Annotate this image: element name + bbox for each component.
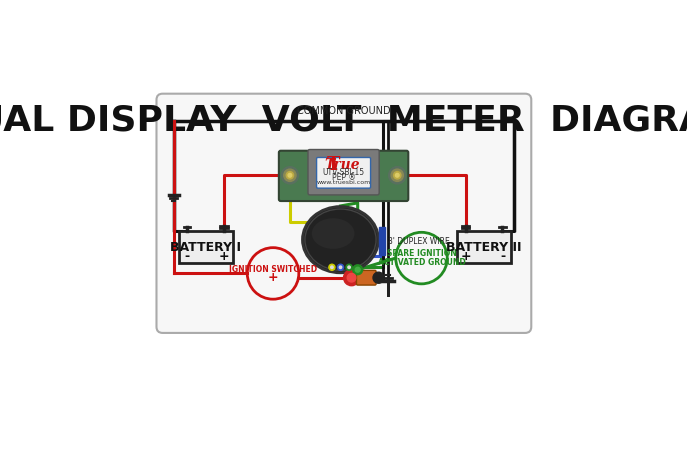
Circle shape	[373, 272, 384, 283]
Ellipse shape	[305, 209, 376, 270]
Circle shape	[329, 264, 335, 270]
Circle shape	[353, 265, 363, 275]
Text: True: True	[324, 158, 359, 172]
Text: BATTERY I: BATTERY I	[170, 241, 241, 253]
Circle shape	[281, 167, 298, 184]
Text: ACTIVATED GROUND: ACTIVATED GROUND	[378, 258, 465, 267]
Circle shape	[337, 264, 344, 270]
Text: UTV-SBI-15: UTV-SBI-15	[322, 169, 365, 177]
FancyBboxPatch shape	[308, 150, 379, 195]
FancyBboxPatch shape	[317, 158, 370, 188]
Text: IGNITION SWITCHED: IGNITION SWITCHED	[229, 265, 317, 274]
Circle shape	[339, 266, 341, 269]
Text: -: -	[185, 250, 190, 263]
Circle shape	[344, 270, 359, 286]
Text: +: +	[460, 250, 471, 263]
FancyBboxPatch shape	[279, 151, 408, 201]
FancyBboxPatch shape	[357, 270, 376, 285]
FancyBboxPatch shape	[457, 231, 511, 263]
Text: +: +	[268, 271, 278, 284]
Circle shape	[355, 267, 360, 272]
FancyBboxPatch shape	[157, 93, 531, 333]
Text: SPARE IGNITION: SPARE IGNITION	[387, 249, 456, 258]
Circle shape	[288, 173, 292, 177]
Text: -: -	[500, 250, 505, 263]
Text: COMMON GROUND: COMMON GROUND	[297, 106, 391, 116]
Text: DUAL DISPLAY  VOLT  METER  DIAGRAM: DUAL DISPLAY VOLT METER DIAGRAM	[0, 103, 687, 137]
Circle shape	[347, 273, 356, 282]
Circle shape	[396, 173, 399, 177]
Text: BATTERY II: BATTERY II	[447, 241, 522, 253]
Circle shape	[330, 266, 333, 269]
Text: T: T	[327, 156, 341, 174]
Text: PEP ®: PEP ®	[332, 173, 355, 182]
Circle shape	[284, 169, 296, 181]
Circle shape	[394, 172, 401, 179]
Bar	[379, 228, 385, 255]
Circle shape	[389, 167, 406, 184]
Text: 8' DUPLEX WIRE: 8' DUPLEX WIRE	[387, 237, 449, 246]
Circle shape	[348, 266, 350, 269]
Circle shape	[346, 264, 352, 270]
Ellipse shape	[302, 207, 379, 273]
Ellipse shape	[312, 218, 354, 249]
Text: +: +	[218, 250, 229, 263]
FancyBboxPatch shape	[179, 231, 232, 263]
Text: www.truesbi.com: www.truesbi.com	[317, 180, 371, 185]
Circle shape	[286, 172, 293, 179]
Circle shape	[391, 169, 403, 181]
